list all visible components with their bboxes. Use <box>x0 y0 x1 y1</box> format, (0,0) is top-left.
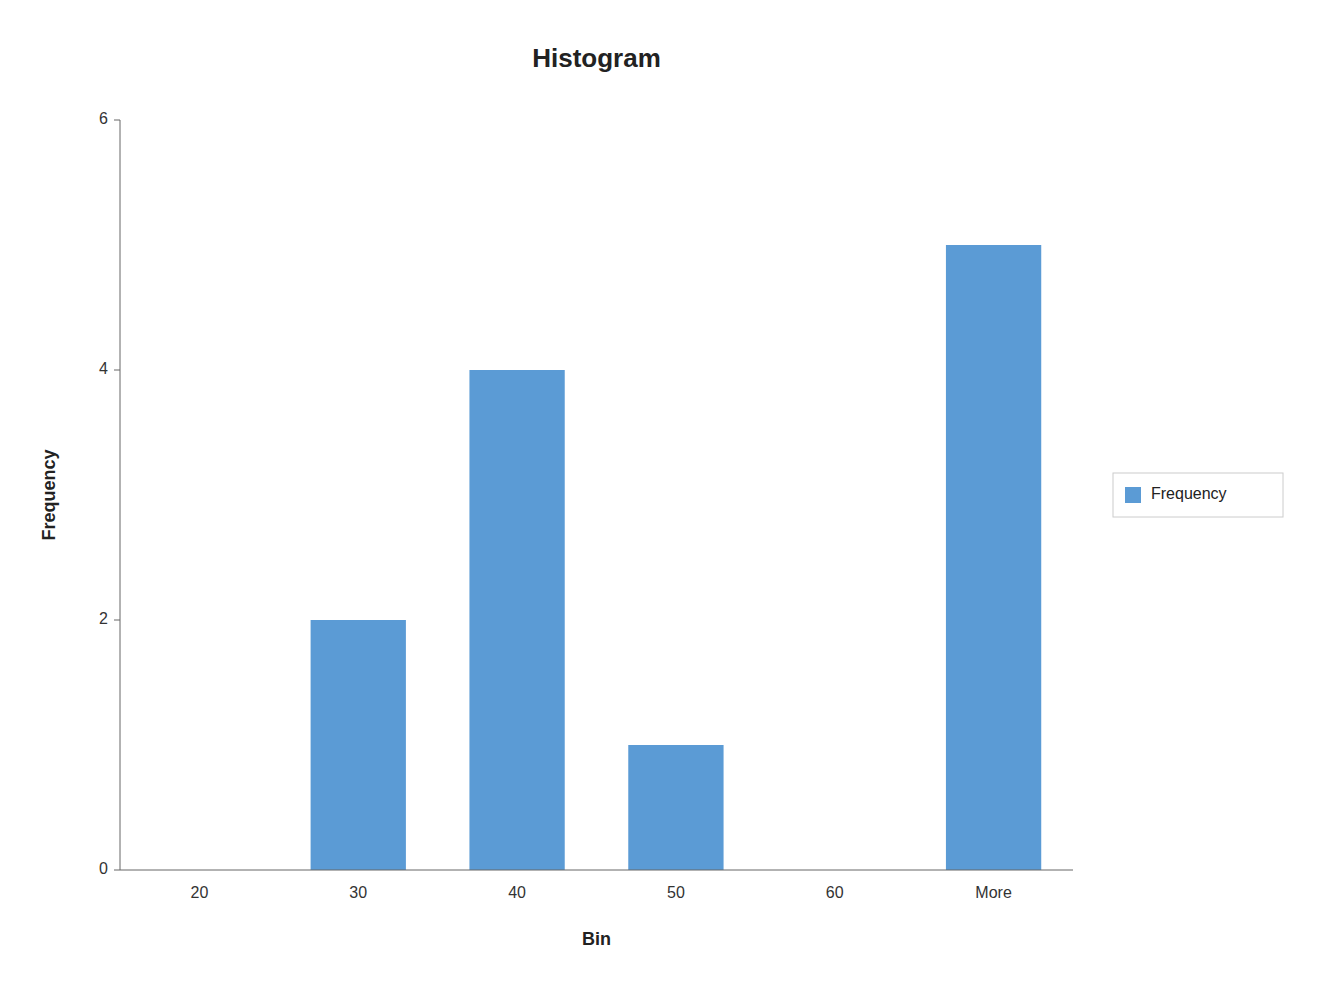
legend-label: Frequency <box>1151 485 1227 502</box>
x-tick-label: 60 <box>826 884 844 901</box>
bars <box>311 245 1042 870</box>
y-tick <box>114 370 120 371</box>
y-tick <box>114 620 120 621</box>
y-tick <box>114 870 120 871</box>
y-tick-label: 6 <box>99 110 108 127</box>
y-tick-label: 2 <box>99 610 108 627</box>
chart-svg: Histogram 0 2 4 6 20 30 40 50 60 More Bin Frequency F… <box>0 0 1333 1000</box>
x-tick-label: 50 <box>667 884 685 901</box>
x-tick-label: 40 <box>508 884 526 901</box>
chart-title: Histogram <box>532 43 661 73</box>
legend-swatch <box>1125 487 1141 503</box>
y-tick-label: 0 <box>99 860 108 877</box>
x-tick-label: 20 <box>191 884 209 901</box>
legend-box <box>1113 473 1283 517</box>
axes: 0 2 4 6 20 30 40 50 60 More <box>99 110 1073 901</box>
bar <box>946 245 1041 870</box>
x-tick-label: 30 <box>349 884 367 901</box>
bar <box>311 620 406 870</box>
y-axis-label: Frequency <box>39 449 59 540</box>
chart-container: Histogram 0 2 4 6 20 30 40 50 60 More Bin Frequency F… <box>0 0 1333 1000</box>
y-axis-line <box>120 120 121 870</box>
bar <box>628 745 723 870</box>
x-axis-label: Bin <box>582 929 611 949</box>
x-axis-line <box>120 870 1073 871</box>
x-tick-label: More <box>975 884 1012 901</box>
y-tick <box>114 120 120 121</box>
y-tick-label: 4 <box>99 360 108 377</box>
bar <box>469 370 564 870</box>
legend: Frequency <box>1113 473 1283 517</box>
